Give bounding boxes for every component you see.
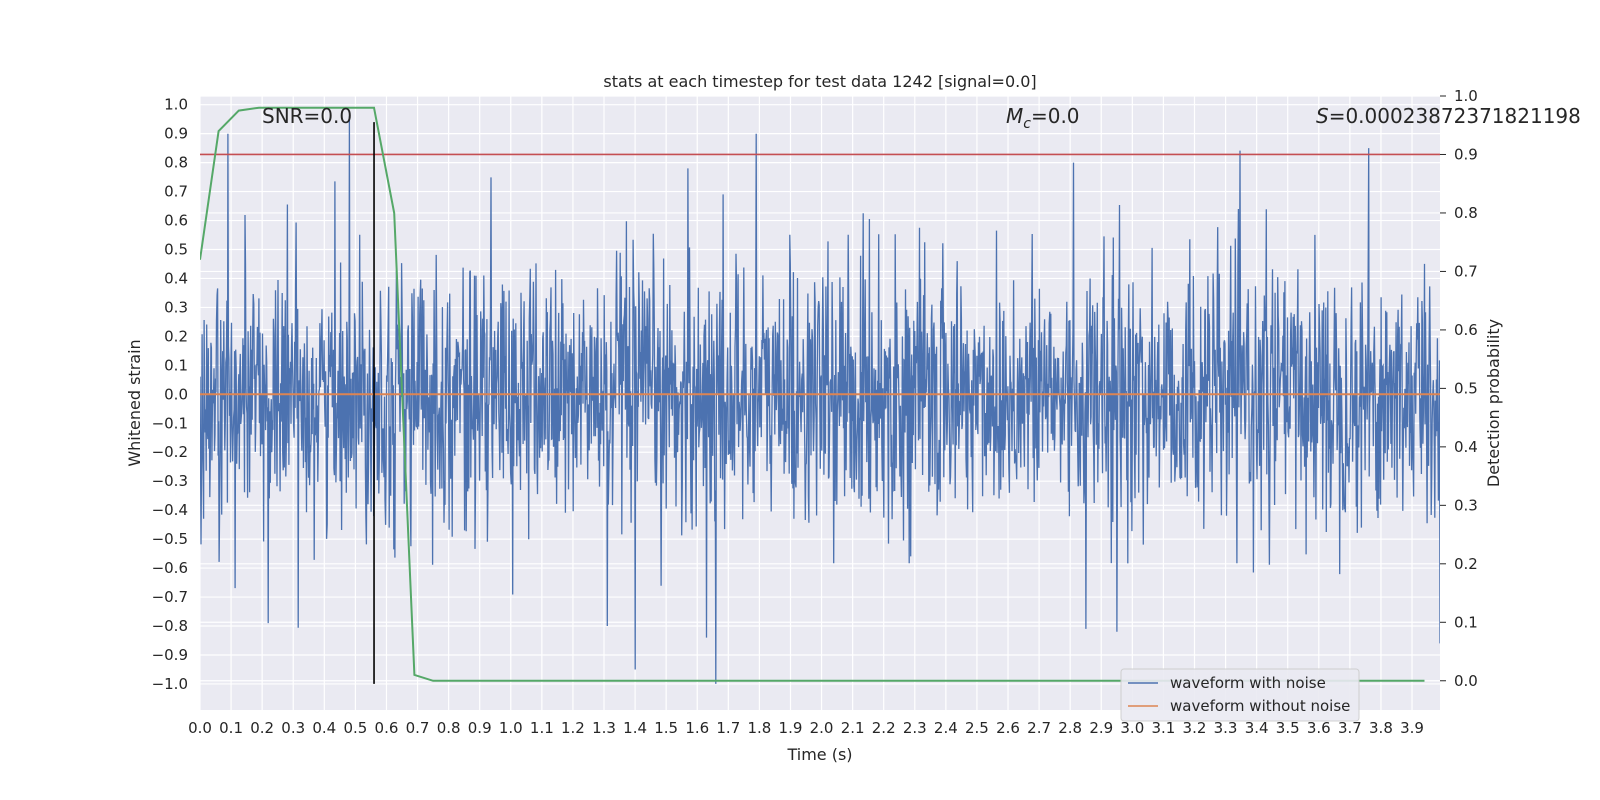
x-tick-label: 0.7 bbox=[406, 719, 430, 737]
x-tick-label: 0.6 bbox=[375, 719, 399, 737]
y-tick-label: 0.3 bbox=[164, 298, 188, 316]
y-tick-label: −1.0 bbox=[152, 675, 188, 693]
x-tick-label: 0.4 bbox=[312, 719, 336, 737]
x-tick-label: 0.1 bbox=[219, 719, 243, 737]
x-tick-label: 1.8 bbox=[747, 719, 771, 737]
x-tick-label: 2.4 bbox=[934, 719, 958, 737]
x-axis-ticks: 0.0 0.1 0.2 0.3 0.4 0.5 0.6 0.7 0.8 0.9 1.0 1.1 1.2 1… bbox=[188, 719, 1424, 737]
x-tick-label: 3.2 bbox=[1183, 719, 1207, 737]
x-tick-label: 1.2 bbox=[561, 719, 585, 737]
snr-annotation: SNR=0.0 bbox=[262, 104, 352, 128]
legend-box bbox=[1120, 668, 1360, 722]
x-tick-label: 1.9 bbox=[779, 719, 803, 737]
series-waveform-with-noise bbox=[200, 116, 1440, 684]
legend-label-noise: waveform with noise bbox=[1170, 674, 1326, 692]
mc-annotation: Mc=0.0 bbox=[1006, 104, 1080, 132]
y-tick-label: 1.0 bbox=[164, 96, 188, 114]
y2-tick-label: 0.7 bbox=[1454, 262, 1478, 280]
x-tick-label: 1.7 bbox=[716, 719, 740, 737]
y-tick-label: 0.0 bbox=[164, 385, 188, 403]
y-tick-label: 0.4 bbox=[164, 269, 188, 287]
y2-tick-label: 0.9 bbox=[1454, 145, 1478, 163]
y-tick-label: −0.1 bbox=[152, 414, 188, 432]
x-tick-label: 1.3 bbox=[592, 719, 616, 737]
y2-tick-label: 0.2 bbox=[1454, 555, 1478, 573]
x-tick-label: 1.0 bbox=[499, 719, 523, 737]
y-tick-label: −0.3 bbox=[152, 472, 188, 490]
s-annotation: S=0.00023872371821198 bbox=[1316, 104, 1581, 128]
x-tick-label: 0.5 bbox=[343, 719, 367, 737]
y-axis-ticks: 1.0 0.9 0.8 0.7 0.6 0.5 0.4 0.3 0.2 0.1 0.0 −0.1 −0.… bbox=[152, 96, 188, 693]
x-tick-label: 3.9 bbox=[1400, 719, 1424, 737]
x-tick-label: 0.2 bbox=[250, 719, 274, 737]
x-tick-label: 2.1 bbox=[841, 719, 865, 737]
x-tick-label: 1.6 bbox=[685, 719, 709, 737]
x-tick-label: 1.5 bbox=[654, 719, 678, 737]
x-tick-label: 0.9 bbox=[468, 719, 492, 737]
y2-tick-label: 0.6 bbox=[1454, 321, 1478, 339]
x-tick-label: 2.0 bbox=[810, 719, 834, 737]
y-tick-label: 0.9 bbox=[164, 125, 188, 143]
y2-tick-label: 0.5 bbox=[1454, 379, 1478, 397]
y2-tick-label: 0.0 bbox=[1454, 672, 1478, 690]
y-tick-label: −0.5 bbox=[152, 530, 188, 548]
x-axis-label: Time (s) bbox=[786, 745, 852, 764]
x-tick-label: 2.2 bbox=[872, 719, 896, 737]
y-tick-label: 0.6 bbox=[164, 212, 188, 230]
x-tick-label: 1.4 bbox=[623, 719, 647, 737]
x-tick-label: 0.0 bbox=[188, 719, 212, 737]
y-tick-label: 0.7 bbox=[164, 183, 188, 201]
x-tick-label: 1.1 bbox=[530, 719, 554, 737]
y-tick-label: −0.6 bbox=[152, 559, 188, 577]
chart-title: stats at each timestep for test data 124… bbox=[603, 72, 1036, 91]
x-tick-label: 3.5 bbox=[1276, 719, 1300, 737]
x-tick-label: 2.6 bbox=[996, 719, 1020, 737]
x-tick-label: 2.7 bbox=[1027, 719, 1051, 737]
x-tick-label: 3.8 bbox=[1369, 719, 1393, 737]
y2-axis-ticks: 0.0 0.1 0.2 0.3 0.4 0.5 0.6 0.7 0.8 0.9 1.0 bbox=[1440, 87, 1478, 690]
y-tick-label: −0.9 bbox=[152, 646, 188, 664]
x-tick-label: 2.3 bbox=[903, 719, 927, 737]
waveform-with-noise-line bbox=[200, 116, 1440, 684]
y2-tick-label: 0.3 bbox=[1454, 496, 1478, 514]
legend-label-clean: waveform without noise bbox=[1170, 697, 1350, 715]
x-tick-label: 3.6 bbox=[1307, 719, 1331, 737]
y2-tick-label: 0.4 bbox=[1454, 438, 1478, 456]
legend: waveform with noise waveform without noi… bbox=[1120, 668, 1360, 722]
y-tick-label: 0.8 bbox=[164, 154, 188, 172]
y-tick-label: −0.8 bbox=[152, 617, 188, 635]
x-tick-label: 3.7 bbox=[1338, 719, 1362, 737]
y-tick-label: −0.7 bbox=[152, 588, 188, 606]
x-tick-label: 2.5 bbox=[965, 719, 989, 737]
x-tick-label: 3.1 bbox=[1151, 719, 1175, 737]
x-tick-label: 3.4 bbox=[1245, 719, 1269, 737]
x-tick-label: 3.0 bbox=[1120, 719, 1144, 737]
x-tick-label: 2.8 bbox=[1058, 719, 1082, 737]
y2-tick-label: 0.8 bbox=[1454, 204, 1478, 222]
series-detection-probability bbox=[200, 106, 1425, 682]
x-tick-label: 0.8 bbox=[437, 719, 461, 737]
y-tick-label: 0.5 bbox=[164, 241, 188, 259]
y-tick-label: −0.2 bbox=[152, 443, 188, 461]
y2-axis-label: Detection probability bbox=[1484, 319, 1503, 487]
y-tick-label: −0.4 bbox=[152, 501, 188, 519]
y-tick-label: 0.2 bbox=[164, 327, 188, 345]
x-tick-label: 2.9 bbox=[1089, 719, 1113, 737]
y-axis-label: Whitened strain bbox=[125, 339, 144, 466]
y2-tick-label: 0.1 bbox=[1454, 613, 1478, 631]
detection-probability-line bbox=[200, 106, 1425, 682]
x-tick-label: 3.3 bbox=[1214, 719, 1238, 737]
y2-tick-label: 1.0 bbox=[1454, 87, 1478, 105]
x-tick-label: 0.3 bbox=[281, 719, 305, 737]
y-tick-label: 0.1 bbox=[164, 356, 188, 374]
